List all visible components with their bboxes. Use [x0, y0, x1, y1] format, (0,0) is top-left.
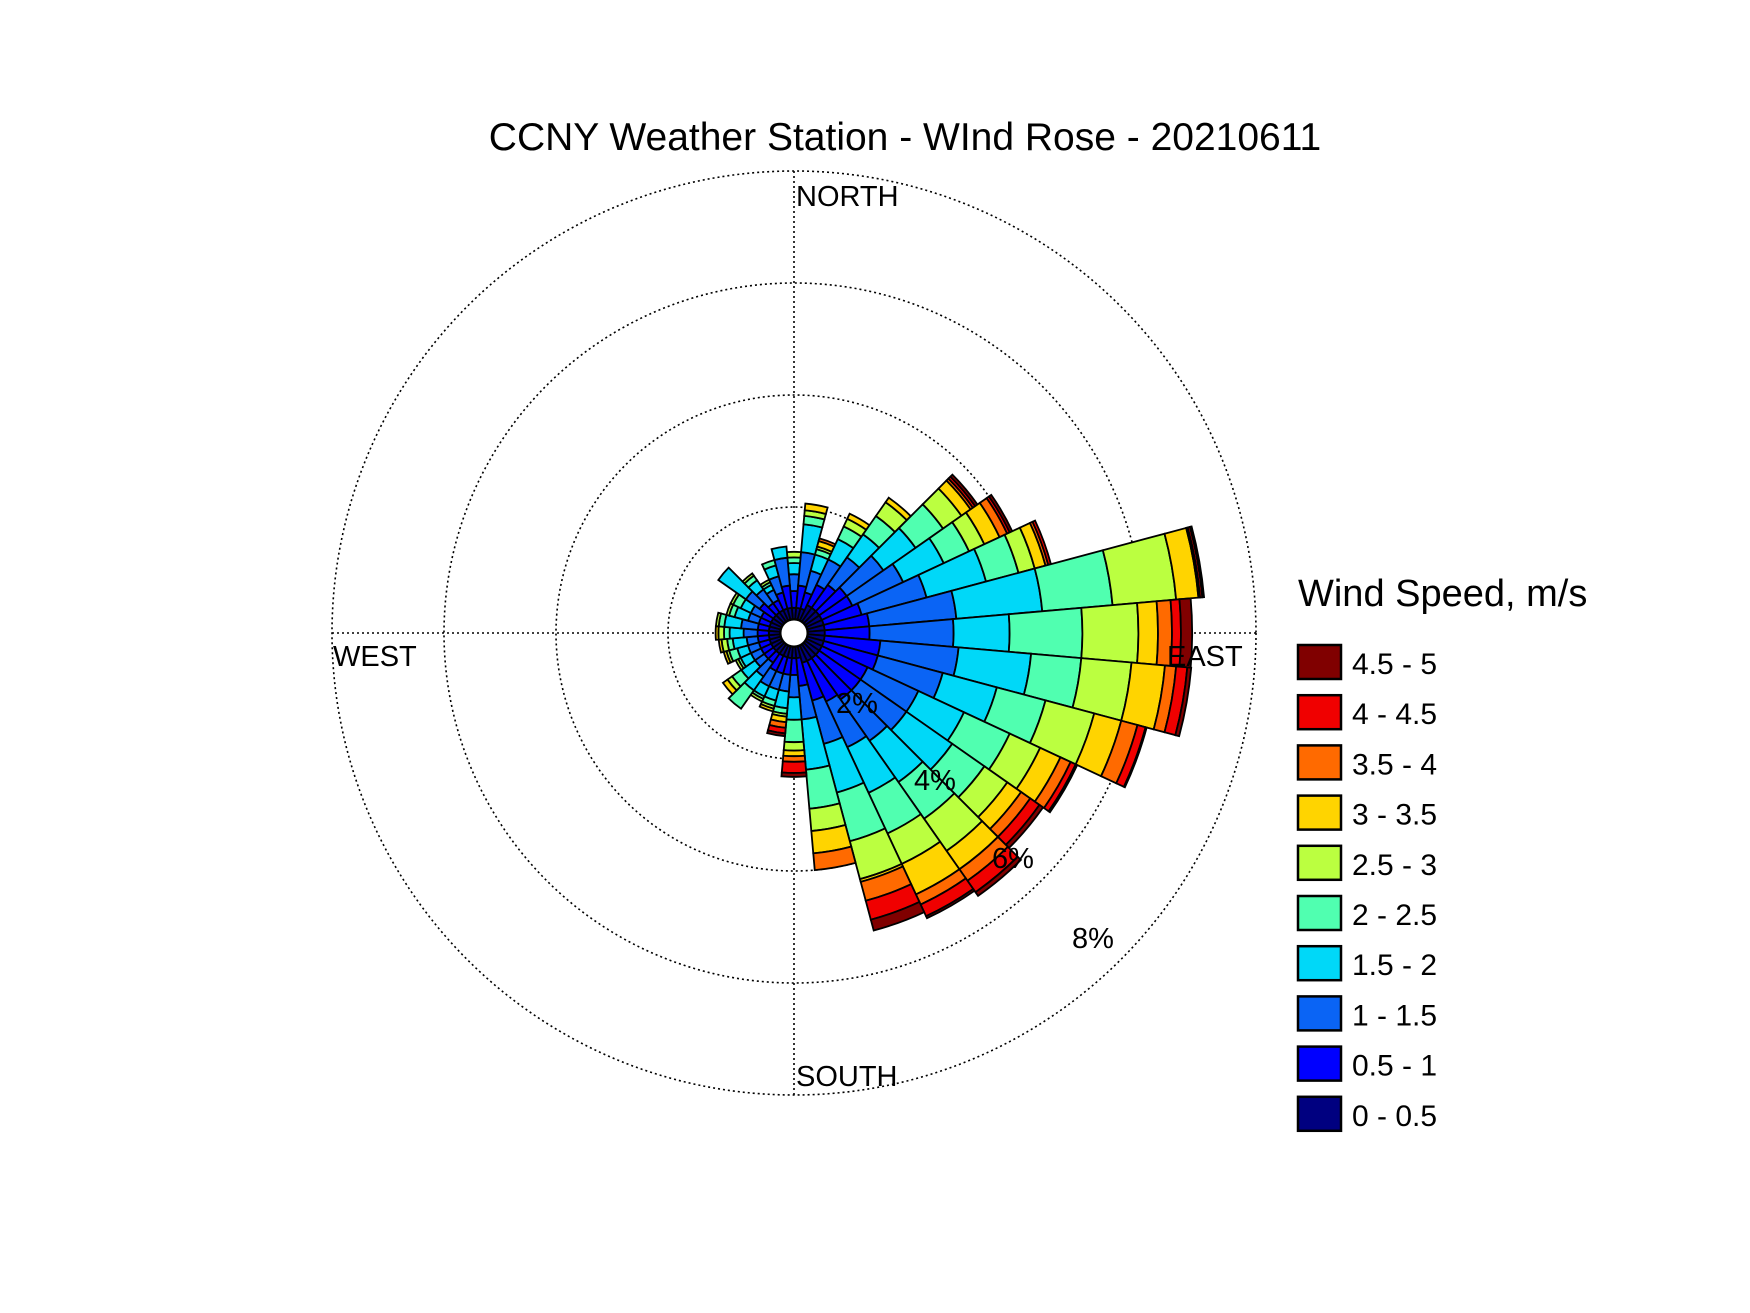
- petal-90-bin-5: [1080, 602, 1140, 664]
- petal-230-bin-6: [721, 678, 738, 696]
- petal-100: [806, 633, 1193, 738]
- legend-label-0: 0 - 0.5: [1352, 1100, 1437, 1133]
- legend-swatch-8: [1296, 693, 1343, 731]
- legend: 4.5 - 5 4 - 4.5 3.5 - 4 3 - 3.5 2.5 - 3 2 - 2…: [1296, 643, 1437, 1133]
- petal-350-bin-3: [770, 545, 789, 562]
- petal-270-bin-6: [714, 625, 720, 641]
- legend-swatch-3: [1296, 944, 1343, 982]
- petal-310-bin-3: [717, 566, 754, 601]
- petal-180-bin-9: [780, 771, 808, 778]
- legend-swatch-6: [1296, 794, 1343, 831]
- legend-label-4: 2 - 2.5: [1352, 899, 1437, 932]
- legend-swatch-5: [1296, 844, 1343, 882]
- petal-160-bin-9: [869, 900, 926, 932]
- petal-90-bin-4: [1007, 606, 1084, 660]
- radial-tick-4: 4%: [914, 765, 956, 797]
- petal-220-bin-4: [727, 681, 756, 710]
- petal-60: [804, 493, 1014, 629]
- label-east: EAST: [1167, 641, 1243, 673]
- petal-170-bin-7: [812, 845, 857, 872]
- legend-label-9: 4.5 - 5: [1352, 648, 1437, 681]
- petal-10-bin-6: [803, 502, 829, 516]
- petal-100-bin-9: [1174, 666, 1193, 738]
- legend-title: Wind Speed, m/s: [1298, 573, 1587, 615]
- petal-350: [770, 545, 794, 621]
- petal-110-bin-9: [1122, 726, 1148, 789]
- legend-label-5: 2.5 - 3: [1352, 849, 1437, 882]
- petals: [714, 473, 1206, 932]
- label-south: SOUTH: [796, 1061, 898, 1093]
- petal-180-bin-5: [782, 740, 806, 752]
- radial-tick-6: 6%: [992, 843, 1034, 875]
- petal-130: [802, 639, 1045, 850]
- legend-label-8: 4 - 4.5: [1352, 698, 1437, 731]
- petal-180-bin-8: [780, 760, 808, 774]
- label-west: WEST: [333, 641, 417, 673]
- legend-label-3: 1.5 - 2: [1352, 949, 1437, 982]
- petal-0-bin-3: [786, 562, 802, 576]
- petal-80: [806, 525, 1206, 633]
- radial-tick-8: 8%: [1072, 923, 1114, 955]
- petal-10: [794, 502, 829, 621]
- petal-50: [802, 473, 979, 627]
- petal-320-bin-5: [741, 572, 756, 585]
- legend-swatch-0: [1296, 1095, 1343, 1133]
- petal-0-bin-5: [785, 550, 803, 559]
- legend-label-1: 0.5 - 1: [1352, 1050, 1437, 1083]
- petal-90-bin-3: [952, 613, 1011, 653]
- petal-320: [741, 572, 788, 625]
- petal-140: [800, 641, 1023, 898]
- petal-180: [780, 645, 808, 778]
- label-north: NORTH: [796, 181, 899, 213]
- legend-swatch-7: [1296, 744, 1343, 781]
- petal-80-bin-5: [1101, 532, 1178, 607]
- petal-110: [805, 635, 1148, 789]
- petal-30: [798, 512, 871, 623]
- legend-swatch-2: [1296, 995, 1343, 1032]
- legend-label-6: 3 - 3.5: [1352, 799, 1437, 832]
- petal-200-bin-6: [758, 702, 775, 713]
- legend-swatch-1: [1296, 1045, 1343, 1082]
- petal-190: [766, 645, 794, 738]
- petal-280-bin-5: [714, 611, 723, 628]
- petal-140-bin-9: [974, 855, 1023, 898]
- legend-label-2: 1 - 1.5: [1352, 999, 1437, 1032]
- petal-90-bin-6: [1136, 600, 1159, 666]
- legend-label-7: 3.5 - 4: [1352, 748, 1437, 781]
- petal-150-bin-9: [924, 887, 976, 920]
- petal-120-bin-9: [1047, 763, 1079, 814]
- petal-120: [804, 637, 1079, 814]
- radial-tick-2: 2%: [836, 688, 878, 720]
- petal-290: [725, 602, 783, 631]
- legend-swatch-4: [1296, 894, 1343, 932]
- petal-220: [727, 641, 788, 710]
- legend-swatch-9: [1296, 643, 1343, 681]
- petal-180-bin-4: [783, 718, 805, 744]
- petal-190-bin-9: [766, 729, 787, 738]
- chart-title: CCNY Weather Station - WInd Rose - 20210…: [489, 116, 1321, 159]
- petal-80-bin-9: [1188, 525, 1206, 599]
- center-hole: [780, 619, 808, 647]
